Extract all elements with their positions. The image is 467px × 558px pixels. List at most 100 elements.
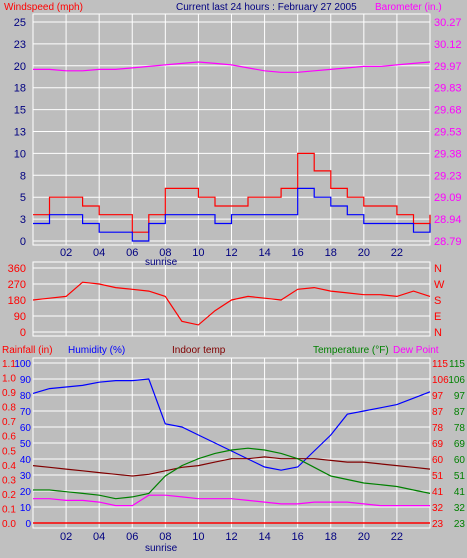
direction-tick-label: 360: [8, 263, 26, 275]
barometer-tick-label: 29.23: [434, 170, 462, 182]
rainfall-tick-label: 0.1: [2, 504, 16, 515]
barometer-tick-label: 29.97: [434, 61, 462, 73]
rainfall-tick-label: 0.4: [2, 461, 16, 472]
humidity-tick-label: 50: [20, 439, 32, 450]
wind-tick-label: 20: [14, 61, 26, 73]
barometer-tick-label: 30.12: [434, 39, 462, 51]
temperature-tick-label-right: 60: [454, 455, 466, 466]
humidity-tick-label: 80: [20, 391, 32, 402]
temperature-tick-label-right: 106: [448, 375, 465, 386]
series-lines: [32, 61, 431, 524]
axis-labels: 0202040406060808101012121414161618182020…: [2, 17, 465, 543]
x-tick-label: 18: [325, 247, 337, 259]
wind-direction-line: [32, 281, 431, 326]
temperature-tick-label-right: 87: [454, 407, 466, 418]
barometer-tick-label: 30.27: [434, 17, 462, 29]
temperature-tick-label: 97: [432, 391, 444, 402]
direction-tick-label: 270: [8, 279, 26, 291]
x-tick-label: 04: [93, 247, 105, 259]
x-tick-label: 14: [258, 247, 270, 259]
compass-tick-label: E: [434, 311, 441, 323]
temperature-line: [33, 447, 431, 500]
temperature-tick-label: 106: [432, 375, 449, 386]
wind-average-line: [33, 187, 431, 242]
humidity-tick-label: 60: [20, 423, 32, 434]
barometer-tick-label: 28.94: [434, 214, 462, 226]
x-tick-label: 22: [391, 247, 403, 259]
temperature-tick-label: 41: [432, 487, 444, 498]
compass-tick-label: S: [434, 295, 441, 307]
temperature-tick-label: 69: [432, 439, 444, 450]
x-tick-label: 06: [126, 531, 138, 543]
x-tick-label: 20: [358, 531, 370, 543]
humidity-tick-label: 20: [20, 487, 32, 498]
wind-tick-label: 23: [14, 39, 26, 51]
barometer-tick-label: 29.53: [434, 127, 462, 139]
humidity-tick-label: 40: [20, 455, 32, 466]
rainfall-tick-label: 0.9: [2, 388, 16, 399]
wind-tick-label: 13: [14, 127, 26, 139]
rainfall-tick-label: 0.0: [2, 519, 16, 530]
temperature-tick-label: 115: [432, 359, 448, 370]
temperature-tick-label-right: 97: [454, 391, 466, 402]
temperature-axis-label: Temperature (°F): [313, 345, 389, 356]
x-tick-label: 06: [126, 247, 138, 259]
rainfall-tick-label: 1.1: [2, 359, 16, 370]
temperature-tick-label: 51: [432, 471, 444, 482]
temperature-tick-label-right: 23: [454, 519, 466, 530]
compass-tick-label: W: [434, 279, 445, 291]
temperature-tick-label: 32: [432, 503, 444, 514]
barometer-axis-label: Barometer (in.): [375, 2, 442, 13]
indoor-temp-line: [32, 456, 431, 477]
humidity-tick-label: 0: [25, 519, 31, 530]
dew-point-line: [33, 494, 430, 507]
x-tick-label: 10: [192, 531, 204, 543]
rainfall-tick-label: 0.8: [2, 403, 16, 414]
sunrise-label-top: sunrise: [145, 257, 178, 268]
x-tick-label: 16: [292, 531, 304, 543]
rainfall-tick-label: 0.3: [2, 475, 16, 486]
compass-tick-label: N: [434, 263, 442, 275]
humidity-axis-label: Humidity (%): [68, 345, 125, 356]
humidity-tick-label: 70: [20, 407, 32, 418]
temperature-tick-label: 87: [432, 407, 444, 418]
compass-tick-label: N: [434, 327, 442, 339]
wind-tick-label: 8: [20, 170, 26, 182]
humidity-tick-label: 10: [20, 503, 32, 514]
x-tick-label: 08: [159, 531, 171, 543]
dew-point-label: Dew Point: [393, 345, 439, 356]
x-tick-label: 16: [292, 247, 304, 259]
humidity-tick-label: 90: [20, 375, 32, 386]
rainfall-tick-label: 0.2: [2, 490, 16, 501]
humidity-tick-label: 100: [14, 359, 31, 370]
temperature-tick-label-right: 69: [454, 439, 466, 450]
indoor-temp-label: Indoor temp: [172, 345, 226, 356]
humidity-line: [32, 378, 431, 471]
barometer-tick-label: 29.09: [434, 192, 462, 204]
temperature-tick-label-right: 32: [454, 503, 466, 514]
x-tick-label: 04: [93, 531, 105, 543]
rainfall-tick-label: 0.7: [2, 417, 16, 428]
direction-tick-label: 90: [14, 311, 26, 323]
x-tick-label: 10: [192, 247, 204, 259]
windspeed-axis-label: Windspeed (mph): [4, 2, 83, 13]
barometer-tick-label: 28.79: [434, 236, 462, 248]
x-tick-label: 02: [60, 531, 72, 543]
temperature-tick-label: 23: [432, 519, 444, 530]
temperature-tick-label-right: 115: [449, 359, 465, 370]
barometer-line: [33, 61, 431, 73]
wind-tick-label: 25: [14, 17, 26, 29]
rainfall-tick-label: 1.0: [2, 374, 16, 385]
x-tick-label: 18: [325, 531, 337, 543]
x-tick-label: 08: [159, 247, 171, 259]
humidity-tick-label: 30: [20, 471, 32, 482]
x-tick-label: 12: [225, 531, 237, 543]
sunrise-label-bottom: sunrise: [145, 543, 178, 554]
wind-tick-label: 5: [20, 192, 26, 204]
x-tick-label: 02: [60, 247, 72, 259]
x-tick-label: 20: [358, 247, 370, 259]
temperature-tick-label: 78: [432, 423, 444, 434]
rainfall-tick-label: 0.6: [2, 432, 16, 443]
direction-tick-label: 180: [8, 295, 26, 307]
